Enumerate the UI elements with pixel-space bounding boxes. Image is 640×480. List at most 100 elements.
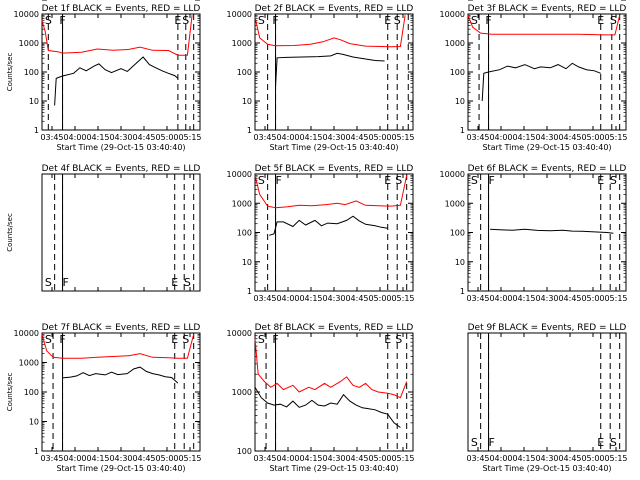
x-tick-label: 03:45	[253, 133, 276, 142]
x-tick-label: 04:00	[489, 133, 512, 142]
event-marker-e: E	[171, 333, 178, 346]
event-marker-s: S	[394, 14, 401, 27]
event-marker-s: S	[45, 276, 52, 289]
lld-series-line	[41, 334, 195, 359]
y-tick-label: 10000	[14, 10, 39, 19]
x-tick-label: 04:00	[489, 454, 512, 463]
event-marker-f: F	[489, 436, 495, 449]
y-tick-label: 10⁻²	[21, 0, 39, 2]
y-tick-label: 1000	[445, 199, 465, 208]
x-tick-label: 05:00	[581, 454, 604, 463]
x-tick-label: 05:00	[581, 133, 604, 142]
det-panel-8: Det 8f BLACK = Events, RED = LLD 100 1000 1…	[227, 323, 415, 473]
events-series-line	[54, 56, 179, 106]
y-tick-label: 10⁻⁴	[21, 0, 39, 2]
event-marker-s: S	[258, 174, 265, 187]
x-tick-label: 04:45	[132, 133, 155, 142]
event-marker-f: F	[485, 14, 491, 27]
events-series-line	[254, 387, 401, 428]
event-marker-s: S	[610, 436, 617, 449]
y-tick-label: 10⁻¹	[21, 0, 39, 2]
lld-series-line	[254, 338, 408, 399]
y-tick-label: 10	[455, 97, 465, 106]
x-tick-label: 05:00	[368, 454, 391, 463]
x-tick-label: 04:45	[558, 294, 581, 303]
y-tick-label: 1000	[232, 39, 252, 48]
x-tick-label: 04:15	[512, 294, 535, 303]
event-marker-e: E	[171, 276, 178, 289]
panel-title: Det 1f BLACK = Events, RED = LLD	[42, 4, 201, 14]
event-marker-s: S	[471, 174, 478, 187]
y-tick-label: 10⁻⁵	[447, 0, 465, 2]
y-tick-label: 1	[34, 126, 39, 135]
event-marker-s: S	[471, 14, 478, 27]
panel-title: Det 7f BLACK = Events, RED = LLD	[42, 323, 201, 333]
y-tick-label: 1000	[19, 359, 39, 368]
y-tick-label: 10	[29, 97, 39, 106]
y-axis-label: Counts/sec	[6, 213, 14, 252]
y-tick-label: 10⁻⁵	[21, 0, 39, 2]
panel-title: Det 4f BLACK = Events, RED = LLD	[42, 164, 201, 174]
x-tick-label: 04:00	[276, 454, 299, 463]
y-tick-label: 1000	[445, 39, 465, 48]
y-axis-label: Counts/sec	[6, 373, 14, 412]
panel-title: Det 3f BLACK = Events, RED = LLD	[468, 4, 627, 14]
y-tick-label: 10	[455, 258, 465, 267]
x-tick-label: 05:00	[368, 133, 391, 142]
event-marker-e: E	[384, 14, 391, 27]
x-tick-label: 04:45	[558, 133, 581, 142]
y-tick-label: 100	[237, 68, 252, 77]
y-axis-label: Counts/sec	[6, 53, 14, 92]
x-tick-label: 03:45	[40, 454, 63, 463]
event-marker-f: F	[276, 174, 282, 187]
y-tick-label: 10000	[440, 10, 465, 19]
lld-series-line	[467, 15, 621, 36]
x-tick-label: 04:30	[109, 454, 132, 463]
plot-frame	[41, 332, 201, 452]
lld-series-line	[41, 15, 193, 56]
x-tick-label: 05:15	[391, 294, 414, 303]
y-tick-label: 10	[242, 97, 252, 106]
x-tick-label: 03:45	[466, 133, 489, 142]
x-tick-label: 05:15	[391, 454, 414, 463]
x-tick-label: 04:15	[299, 454, 322, 463]
events-series-line	[490, 228, 614, 234]
x-tick-label: 04:30	[109, 133, 132, 142]
x-tick-label: 04:00	[276, 294, 299, 303]
event-marker-s: S	[471, 436, 478, 449]
x-tick-label: 05:00	[581, 294, 604, 303]
x-tick-label: 04:45	[345, 294, 368, 303]
y-tick-label: 10⁰	[26, 0, 39, 2]
x-tick-label: 04:30	[322, 133, 345, 142]
x-tick-label: 05:00	[155, 133, 178, 142]
x-tick-label: 04:30	[535, 133, 558, 142]
det-panel-7: Det 7f BLACK = Events, RED = LLD 1 10 100 10…	[6, 323, 202, 473]
x-axis-label: Start Time (29-Oct-15 03:40:40)	[269, 464, 398, 473]
y-tick-label: 10⁻⁶	[447, 0, 465, 2]
y-tick-label: 1000	[19, 39, 39, 48]
x-tick-label: 05:15	[391, 133, 414, 142]
y-tick-label: 10⁻⁴	[447, 0, 465, 2]
y-tick-label: 100	[24, 68, 39, 77]
x-axis-label: Start Time (29-Oct-15 03:40:40)	[482, 143, 611, 152]
x-axis-label: Start Time (29-Oct-15 03:40:40)	[269, 143, 398, 152]
panel-title: Det 6f BLACK = Events, RED = LLD	[468, 164, 627, 174]
y-tick-label: 100	[237, 447, 252, 456]
event-marker-s: S	[610, 14, 617, 27]
y-tick-label: 10⁻³	[21, 0, 39, 2]
x-tick-label: 04:30	[535, 454, 558, 463]
y-tick-label: 10000	[227, 329, 252, 338]
x-tick-label: 04:00	[489, 294, 512, 303]
y-tick-label: 1	[460, 126, 465, 135]
x-tick-label: 04:00	[63, 133, 86, 142]
y-tick-label: 100	[237, 229, 252, 238]
x-tick-label: 04:45	[345, 454, 368, 463]
x-tick-label: 04:00	[276, 133, 299, 142]
x-tick-label: 05:00	[368, 294, 391, 303]
plot-frame	[467, 332, 627, 452]
event-marker-e: E	[597, 14, 604, 27]
x-tick-label: 05:15	[604, 294, 627, 303]
event-marker-f: F	[272, 333, 278, 346]
y-tick-label: 1	[247, 287, 252, 296]
